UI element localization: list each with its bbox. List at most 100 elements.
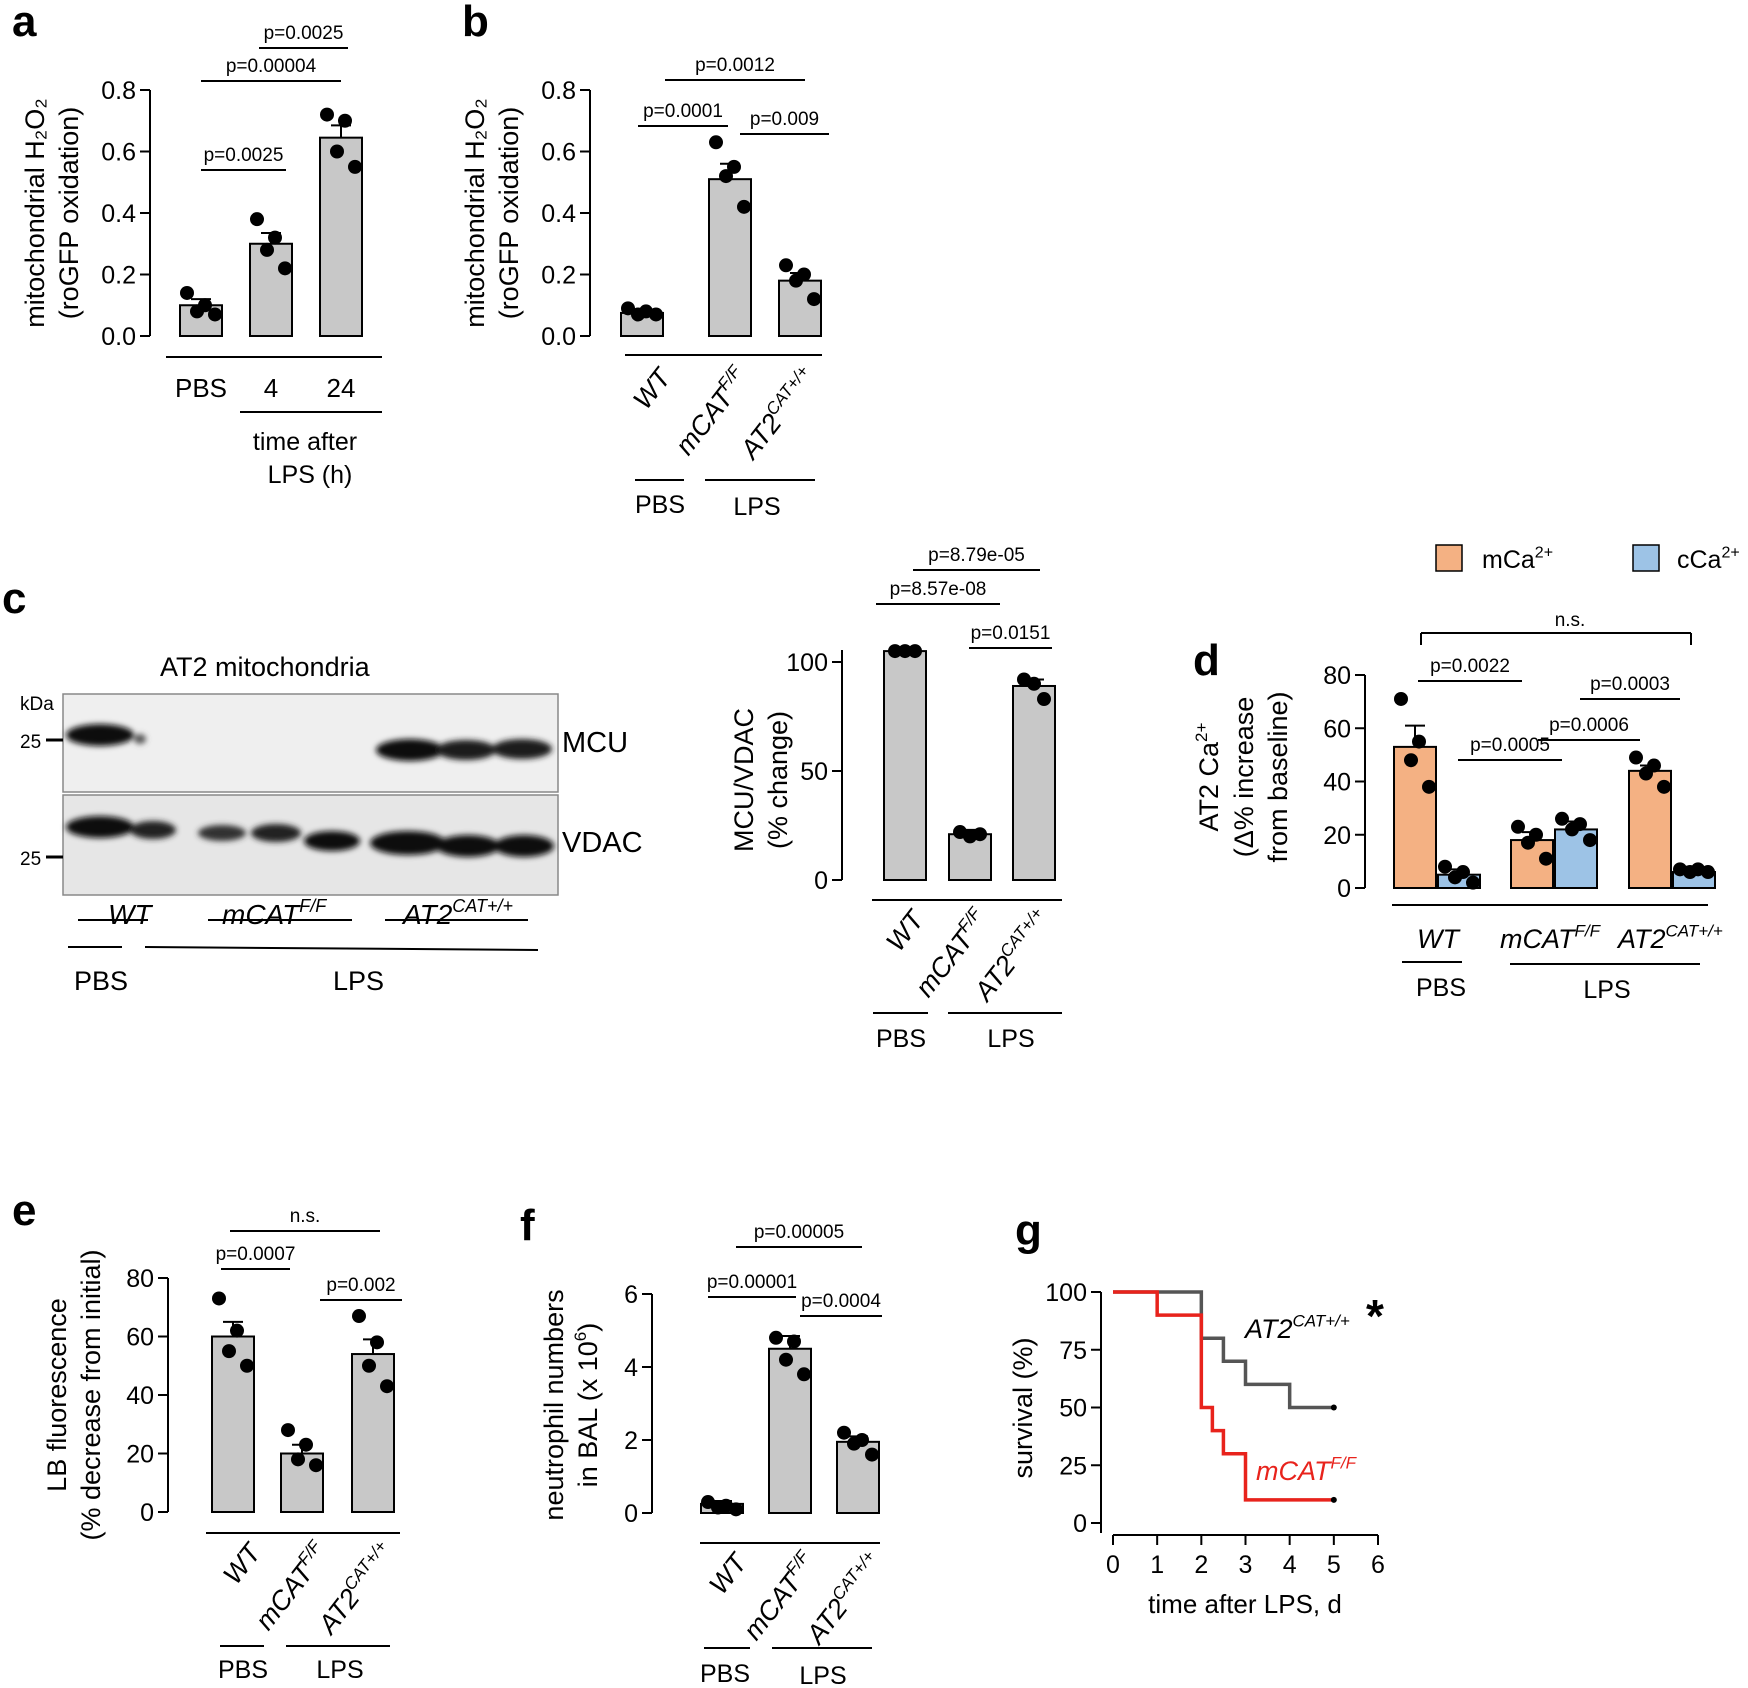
panel-a-y-tick-label: 0.4 — [101, 200, 136, 228]
panel-g-x-label: time after LPS, d — [1148, 1589, 1342, 1619]
vdac-band-1 — [66, 816, 134, 838]
marker-25-mcu: 25 — [20, 732, 41, 753]
panel-e-data-point — [240, 1358, 254, 1373]
marker-25-vdac: 25 — [20, 849, 41, 870]
panel-e-y-label: LB fluorescence — [42, 1298, 72, 1492]
panel-g-survival-line-1 — [1113, 1290, 1334, 1502]
panel-g-x-tick-label: 4 — [1283, 1551, 1297, 1579]
panel-d-y-label: (Δ% increase — [1229, 697, 1259, 858]
panel-f-data-point — [797, 1367, 811, 1382]
panel-e-chart: 0 20 40 60 80 LB fluorescence (% decrease from… — [42, 1206, 402, 1684]
panel-a-y-label: mitochondrial H₂O₂ — [20, 98, 50, 328]
panel-b-chart: 0.0 0.2 0.4 0.6 0.8 mitochondrial H₂O₂ (roGFP … — [460, 55, 829, 521]
panel-g-series-label-mcat: mCATF/F — [1256, 1454, 1358, 1486]
panel-e-category-label: WT — [217, 1536, 268, 1590]
panel-b-group-label: LPS — [733, 493, 780, 521]
panel-f-y-tick-label: 0 — [624, 1500, 638, 1528]
panel-e-y-tick-label: 80 — [126, 1265, 154, 1293]
panel-c-y-tick-label: 0 — [814, 867, 828, 895]
panel-b-data-point — [727, 159, 741, 174]
panel-a-category-label: PBS — [175, 373, 227, 403]
panel-b-data-point — [719, 169, 733, 184]
panel-d-group-label: PBS — [1416, 974, 1466, 1002]
panel-d-pvalue-label: p=0.0005 — [1470, 735, 1550, 756]
panel-d-y-tick-label: 80 — [1323, 662, 1351, 690]
panel-c-y-tick-label: 50 — [800, 758, 828, 786]
panel-f-category-sup: CAT+/+ — [828, 1547, 878, 1604]
group-label-pbs: PBS — [74, 966, 128, 996]
panel-c-y-label: MCU/VDAC — [729, 708, 759, 852]
vdac-band-3 — [198, 825, 246, 841]
panel-f-y-tick-label: 4 — [624, 1354, 638, 1382]
panel-d-category-label-main: WT — [1417, 924, 1461, 954]
panel-g-series-label-at2: AT2CAT+/+ — [1243, 1312, 1350, 1344]
panel-b-y-tick-label: 0.0 — [541, 323, 576, 351]
panel-c-bar — [883, 650, 927, 881]
panel-d-cca-data-point — [1448, 870, 1462, 885]
panel-f-data-point — [787, 1334, 801, 1349]
panel-c-data-point — [908, 644, 922, 659]
panel-b-category-label: AT2CAT+/+ — [732, 362, 823, 466]
vdac-band-6 — [370, 831, 446, 855]
mcu-band-2 — [134, 734, 146, 744]
panel-g-x-tick-label: 3 — [1239, 1551, 1253, 1579]
panel-f-y-label-end: ) — [573, 1323, 603, 1332]
panel-d-mca-data-point — [1539, 851, 1553, 866]
panel-d-mca-data-point — [1639, 766, 1653, 781]
panel-b-category-label: WT — [627, 361, 678, 415]
panel-e-data-point — [309, 1458, 323, 1473]
panel-e-data-point — [281, 1423, 295, 1438]
panel-b-bar — [778, 279, 822, 337]
panel-e-data-point — [222, 1344, 236, 1359]
panel-f-category-label: WT — [703, 1546, 754, 1600]
panel-c-data-point — [1037, 692, 1051, 707]
panel-f-data-point — [779, 1352, 793, 1367]
panel-d-category-label-sup: CAT+/+ — [1666, 922, 1723, 941]
panel-e-category-main: AT2 — [311, 1583, 365, 1640]
legend-label-mca-main: mCa — [1482, 546, 1535, 574]
panel-b-data-point — [649, 307, 663, 322]
mcu-bands — [66, 724, 552, 761]
panel-d-cca-data-point — [1683, 865, 1697, 880]
kda-label: kDa — [20, 694, 54, 715]
mcu-band-7 — [436, 740, 496, 760]
panel-c-pvalue-label: p=0.0151 — [971, 623, 1051, 644]
mcu-band-1 — [66, 724, 134, 746]
panel-b-y-tick-label: 0.2 — [541, 262, 576, 290]
panel-e-data-point — [370, 1335, 384, 1350]
panel-d-y-tick-label: 40 — [1323, 769, 1351, 797]
panel-f-pvalue-label: p=0.00001 — [707, 1272, 797, 1293]
panel-b-y-tick-label: 0.4 — [541, 200, 576, 228]
panel-d-mca-data-point — [1394, 691, 1408, 706]
panel-a-group-label: time after — [253, 428, 357, 456]
panel-a-data-point — [190, 304, 204, 319]
panel-a-data-point — [208, 307, 222, 322]
panel-f-y-tick-label: 2 — [624, 1427, 638, 1455]
vdac-band-2 — [130, 821, 176, 839]
panel-d-y-label: AT2 Ca2+ — [1192, 722, 1224, 831]
panel-b-data-point — [779, 258, 793, 273]
mcu-band-8 — [492, 739, 552, 759]
panel-a-chart: 0.0 0.2 0.4 0.6 0.8 mitochondrial H₂O₂ (roGFP … — [20, 23, 382, 489]
panel-f-category-main: mCAT — [738, 1566, 809, 1645]
panel-e-pvalue-label: p=0.002 — [326, 1275, 395, 1296]
group-line-lps — [144, 946, 539, 951]
panel-a-data-point — [330, 144, 344, 159]
panel-a-data-point — [348, 159, 362, 174]
panel-g-x-tick-label: 2 — [1194, 1551, 1208, 1579]
lane-label-wt: WT — [108, 899, 153, 930]
panel-d-category-label-main: mCAT — [1500, 924, 1577, 954]
panel-g-y-tick-label: 100 — [1045, 1279, 1087, 1307]
panel-g-series-label-mcat-sup: F/F — [1331, 1454, 1358, 1473]
panel-g-y-tick-label: 0 — [1073, 1510, 1087, 1538]
panel-d-cca-data-point — [1555, 811, 1569, 826]
panel-b-pvalue-label: p=0.0012 — [695, 55, 775, 76]
panel-d-pvalue-label: p=0.0003 — [1590, 674, 1670, 695]
panel-d-mca-data-point — [1521, 835, 1535, 850]
panel-g-end-point — [1330, 1496, 1337, 1503]
panel-d-y-label: from baseline) — [1263, 691, 1293, 862]
vdac-band-5 — [304, 831, 360, 851]
